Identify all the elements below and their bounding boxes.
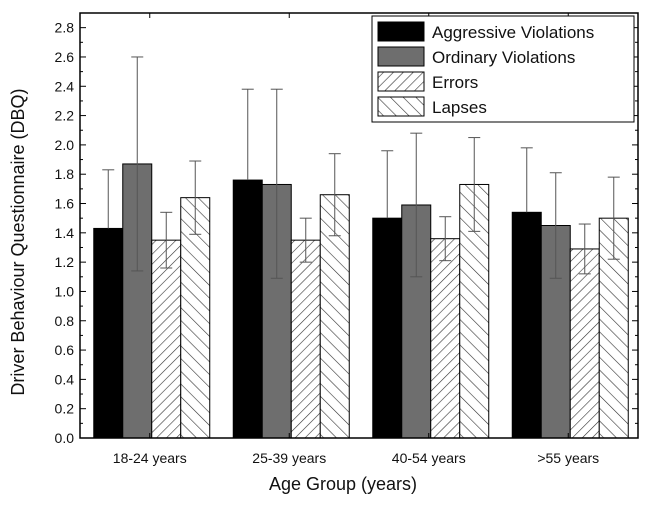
bar-aggressive-violations [232, 179, 263, 439]
bar-aggressive-violations [372, 217, 403, 439]
y-tick-label: 2.6 [55, 49, 75, 65]
y-tick-label: 0.8 [55, 313, 75, 329]
legend-label-errors: Errors [432, 73, 478, 92]
x-tick-label: >55 years [537, 450, 599, 466]
y-tick-label: 0.0 [55, 430, 75, 446]
y-tick-label: 2.2 [55, 108, 75, 124]
bar-errors [569, 248, 600, 439]
plot-frame [79, 12, 639, 439]
x-tick-label: 18-24 years [113, 450, 187, 466]
legend-swatch-ordinary-violations [377, 46, 425, 67]
x-axis-label: Age Group (years) [269, 474, 417, 494]
y-tick-label: 1.8 [55, 166, 75, 182]
legend-swatch-errors [377, 71, 425, 92]
y-tick-label: 0.4 [55, 371, 75, 387]
y-tick-label: 2.4 [55, 78, 75, 94]
legend-label-lapses: Lapses [432, 98, 487, 117]
y-tick-label: 0.6 [55, 342, 75, 358]
y-tick-label: 0.2 [55, 401, 75, 417]
y-tick-label: 1.2 [55, 254, 75, 270]
bar-aggressive-violations [511, 211, 542, 439]
y-tick-label: 1.0 [55, 283, 75, 299]
x-tick-label: 25-39 years [252, 450, 326, 466]
bar-aggressive-violations [93, 227, 124, 439]
legend-swatch-aggressive-violations [377, 21, 425, 42]
y-tick-label: 1.6 [55, 196, 75, 212]
bar-errors [430, 238, 461, 439]
bar-errors [290, 239, 321, 439]
x-tick-label: 40-54 years [392, 450, 466, 466]
legend-label-aggressive-violations: Aggressive Violations [432, 23, 594, 42]
bar-errors [151, 239, 182, 439]
y-tick-label: 2.0 [55, 137, 75, 153]
y-tick-label: 2.8 [55, 20, 75, 36]
y-axis-label: Driver Behaviour Questionnaire (DBQ) [8, 88, 28, 395]
legend: Aggressive Violations Ordinary Violations… [371, 15, 635, 123]
legend-label-ordinary-violations: Ordinary Violations [432, 48, 575, 67]
legend-swatch-lapses [377, 96, 425, 117]
y-tick-label: 1.4 [55, 225, 75, 241]
